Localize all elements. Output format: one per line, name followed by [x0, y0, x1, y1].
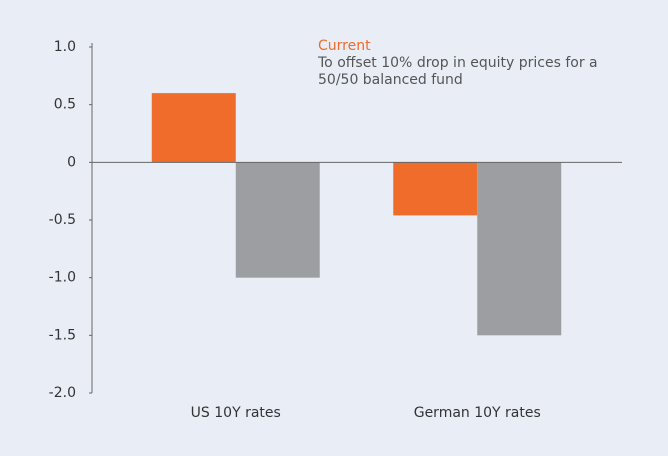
bar — [235, 162, 320, 278]
legend-entry: To offset 10% drop in equity prices for … — [318, 55, 598, 88]
x-tick-label: US 10Y rates — [191, 405, 281, 421]
legend: Current To offset 10% drop in equity pric… — [318, 38, 648, 89]
y-tick-label: -1.0 — [49, 270, 76, 286]
y-tick-label: -2.0 — [49, 385, 76, 401]
legend-entry: Current — [318, 38, 371, 54]
bar — [393, 162, 478, 216]
y-tick-label: -0.5 — [49, 212, 76, 228]
bar — [151, 93, 236, 163]
y-tick-label: 0.5 — [54, 97, 76, 113]
y-tick-label: -1.5 — [49, 327, 76, 343]
y-tick-label: 1.0 — [54, 39, 76, 55]
y-tick-label: 0 — [67, 154, 76, 170]
x-tick-label: German 10Y rates — [414, 405, 541, 421]
bar — [477, 162, 562, 336]
